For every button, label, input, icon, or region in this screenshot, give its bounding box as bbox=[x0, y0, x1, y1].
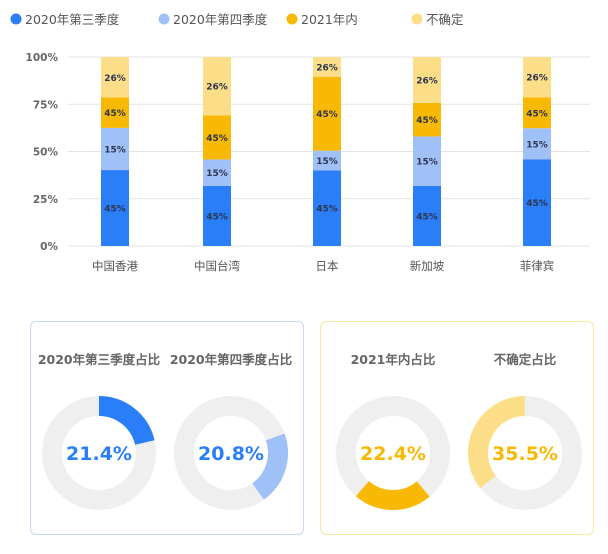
data-label: 15% bbox=[206, 169, 228, 179]
data-label: 26% bbox=[316, 63, 338, 73]
donut-arc bbox=[251, 433, 288, 500]
y-tick-label: 75% bbox=[33, 99, 59, 111]
bar-segment bbox=[313, 57, 341, 77]
bar-segment bbox=[523, 128, 551, 160]
legend-marker bbox=[286, 13, 298, 25]
bar-segment bbox=[203, 159, 231, 186]
y-tick-label: 0% bbox=[40, 241, 58, 253]
legend-label: 不确定 bbox=[426, 12, 464, 27]
bar-segment bbox=[101, 170, 129, 246]
legend-label: 2020年第三季度 bbox=[25, 12, 120, 27]
donut-value: 22.4% bbox=[360, 443, 426, 465]
data-label: 45% bbox=[104, 109, 126, 119]
donut-title: 2020年第三季度占比 bbox=[38, 352, 161, 367]
data-label: 45% bbox=[104, 205, 126, 215]
data-label: 45% bbox=[526, 199, 548, 209]
data-label: 26% bbox=[206, 83, 228, 93]
bar-segment bbox=[101, 57, 129, 98]
data-label: 45% bbox=[526, 109, 548, 119]
bar-segment bbox=[203, 185, 231, 246]
bar-segment bbox=[101, 127, 129, 171]
bar-segment bbox=[203, 57, 231, 116]
bar-segment bbox=[313, 170, 341, 246]
bar-segment bbox=[101, 97, 129, 128]
donut-arc bbox=[468, 396, 526, 489]
data-label: 45% bbox=[416, 212, 438, 222]
x-tick-label: 新加坡 bbox=[410, 259, 445, 273]
y-tick-label: 25% bbox=[33, 194, 59, 206]
bar-segment bbox=[313, 150, 341, 171]
data-label: 45% bbox=[316, 110, 338, 120]
legend-marker bbox=[10, 13, 22, 25]
bar-segment bbox=[523, 97, 551, 129]
card-2021 bbox=[320, 321, 594, 535]
data-label: 45% bbox=[316, 205, 338, 215]
donut-title: 不确定占比 bbox=[494, 352, 557, 367]
bar-segment bbox=[313, 76, 341, 151]
x-tick-label: 菲律宾 bbox=[520, 259, 555, 273]
data-label: 15% bbox=[526, 140, 548, 150]
bar-segment bbox=[413, 57, 441, 103]
bar-segment bbox=[523, 57, 551, 98]
data-label: 45% bbox=[416, 116, 438, 126]
donut-title: 2020年第四季度占比 bbox=[170, 352, 293, 367]
data-label: 15% bbox=[416, 158, 438, 168]
donut-value: 20.8% bbox=[198, 443, 264, 465]
bar-segment bbox=[523, 159, 551, 246]
data-label: 15% bbox=[316, 157, 338, 167]
donut-value: 35.5% bbox=[492, 443, 558, 465]
y-tick-label: 50% bbox=[33, 147, 59, 159]
x-tick-label: 日本 bbox=[316, 259, 339, 273]
donut-title: 2021年内占比 bbox=[351, 352, 436, 367]
legend-marker bbox=[411, 13, 423, 25]
data-label: 45% bbox=[206, 212, 228, 222]
data-label: 26% bbox=[104, 74, 126, 84]
donut-arc bbox=[98, 396, 155, 446]
donut-arc bbox=[355, 480, 430, 510]
x-tick-label: 中国香港 bbox=[92, 259, 138, 273]
donut-value: 21.4% bbox=[66, 443, 132, 465]
data-label: 26% bbox=[526, 74, 548, 84]
x-tick-label: 中国台湾 bbox=[194, 259, 240, 273]
bar-segment bbox=[413, 185, 441, 246]
legend-label: 2021年内 bbox=[301, 12, 358, 27]
data-label: 26% bbox=[416, 76, 438, 86]
bar-segment bbox=[413, 136, 441, 186]
y-tick-label: 100% bbox=[26, 52, 59, 64]
bar-segment bbox=[413, 102, 441, 137]
bar-segment bbox=[203, 115, 231, 160]
legend-marker bbox=[158, 13, 170, 25]
data-label: 15% bbox=[104, 145, 126, 155]
legend-label: 2020年第四季度 bbox=[173, 12, 268, 27]
data-label: 45% bbox=[206, 134, 228, 144]
card-2020 bbox=[30, 321, 304, 535]
